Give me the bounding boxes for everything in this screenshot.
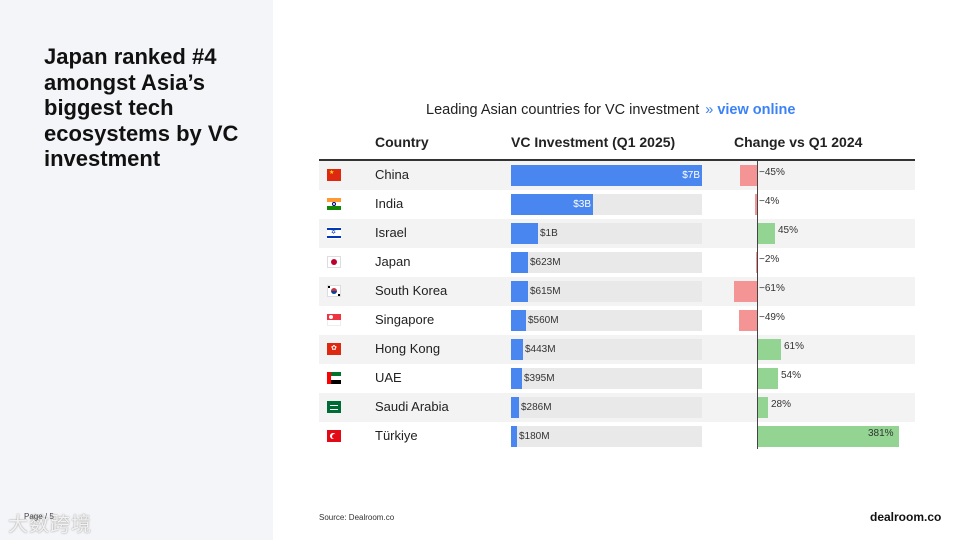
country-name: Türkiye [375, 428, 418, 443]
investment-value-label: $615M [530, 286, 561, 297]
hong-kong-flag-icon: ✿ [327, 343, 341, 355]
change-bar [758, 368, 778, 389]
country-name: Saudi Arabia [375, 399, 449, 414]
investment-value-label: $3B [573, 199, 591, 210]
change-bar [758, 397, 768, 418]
investment-bar-track: $7B [511, 165, 702, 186]
country-name: UAE [375, 370, 402, 385]
israel-flag-icon: ✡ [327, 227, 341, 239]
change-bar [758, 223, 775, 244]
change-value-label: 381% [868, 428, 894, 439]
column-header-investment: VC Investment (Q1 2025) [511, 134, 676, 150]
investment-value-label: $395M [524, 373, 555, 384]
investment-bar-track: $180M [511, 426, 702, 447]
change-value-label: 61% [784, 341, 805, 352]
view-online-link[interactable]: view online [717, 102, 796, 118]
change-value-label: −4% [759, 196, 780, 207]
investment-value-label: $180M [519, 431, 550, 442]
table-row: Singapore $560M −49% [319, 306, 915, 335]
country-name: India [375, 196, 404, 211]
investment-bar-track: $443M [511, 339, 702, 360]
india-flag-icon [327, 198, 341, 210]
change-bar [758, 426, 899, 447]
investment-bar-track: $560M [511, 310, 702, 331]
page-number: Page / 5 [24, 512, 54, 521]
change-bar [758, 339, 781, 360]
column-header-change: Change vs Q1 2024 [734, 134, 863, 150]
turkiye-flag-icon [327, 430, 341, 442]
investment-bar [511, 223, 538, 244]
country-name: Japan [375, 254, 411, 269]
table-row: ★ China $7B −45% [319, 161, 915, 190]
investment-bar-track: $615M [511, 281, 702, 302]
chevron-right-icon: » [705, 102, 714, 118]
table-row: UAE $395M 54% [319, 364, 915, 393]
investment-bar-track: $623M [511, 252, 702, 273]
investment-bar [511, 339, 523, 360]
investment-bar [511, 426, 517, 447]
saudi-arabia-flag-icon [327, 401, 341, 413]
country-name: Hong Kong [375, 341, 441, 356]
change-zero-axis [757, 161, 758, 449]
change-bar [734, 281, 757, 302]
investment-bar [511, 281, 528, 302]
brand-logo[interactable]: dealroom.co [870, 510, 942, 524]
investment-bar [511, 397, 519, 418]
change-value-label: 45% [778, 225, 799, 236]
header-divider [319, 159, 915, 161]
change-bar [740, 165, 757, 186]
investment-value-label: $623M [530, 257, 561, 268]
table-row: Türkiye $180M 381% [319, 422, 915, 451]
investment-bar-track: $286M [511, 397, 702, 418]
source-note: Source: Dealroom.co [319, 513, 395, 522]
investment-bar [511, 165, 702, 186]
investment-bar-track: $1B [511, 223, 702, 244]
investment-value-label: $286M [521, 402, 552, 413]
investment-value-label: $443M [525, 344, 556, 355]
investment-bar [511, 252, 528, 273]
change-value-label: −2% [759, 254, 780, 265]
change-value-label: −49% [759, 312, 785, 323]
china-flag-icon: ★ [327, 169, 341, 181]
left-panel [0, 0, 273, 540]
table-row: ✿ Hong Kong $443M 61% [319, 335, 915, 364]
investment-bar [511, 310, 526, 331]
table-row: ✡ Israel $1B 45% [319, 219, 915, 248]
country-name: South Korea [375, 283, 448, 298]
chart-title-text: Leading Asian countries for VC investmen… [426, 102, 700, 118]
investment-bar [511, 194, 593, 215]
watermark: 大数跨境 [8, 514, 92, 536]
investment-value-label: $7B [682, 170, 700, 181]
change-bar [739, 310, 757, 331]
investment-bar-track: $3B [511, 194, 702, 215]
table-row: Japan $623M −2% [319, 248, 915, 277]
investment-value-label: $1B [540, 228, 558, 239]
change-bar [756, 252, 757, 273]
change-value-label: −61% [759, 283, 785, 294]
page-title: Japan ranked #4 amongst Asia’s biggest t… [44, 44, 239, 171]
chart-title: Leading Asian countries for VC investmen… [426, 102, 795, 118]
column-header-country: Country [375, 134, 429, 150]
country-name: Israel [375, 225, 407, 240]
investment-bar [511, 368, 522, 389]
investment-value-label: $560M [528, 315, 559, 326]
table-row: South Korea $615M −61% [319, 277, 915, 306]
change-bar [755, 194, 757, 215]
change-value-label: 28% [771, 399, 792, 410]
table-row: India $3B −4% [319, 190, 915, 219]
uae-flag-icon [327, 372, 341, 384]
south-korea-flag-icon [327, 285, 341, 297]
country-name: China [375, 167, 409, 182]
table-row: Saudi Arabia $286M 28% [319, 393, 915, 422]
country-name: Singapore [375, 312, 435, 327]
singapore-flag-icon [327, 314, 341, 326]
japan-flag-icon [327, 256, 341, 268]
change-value-label: 54% [781, 370, 802, 381]
investment-bar-track: $395M [511, 368, 702, 389]
change-value-label: −45% [759, 167, 785, 178]
